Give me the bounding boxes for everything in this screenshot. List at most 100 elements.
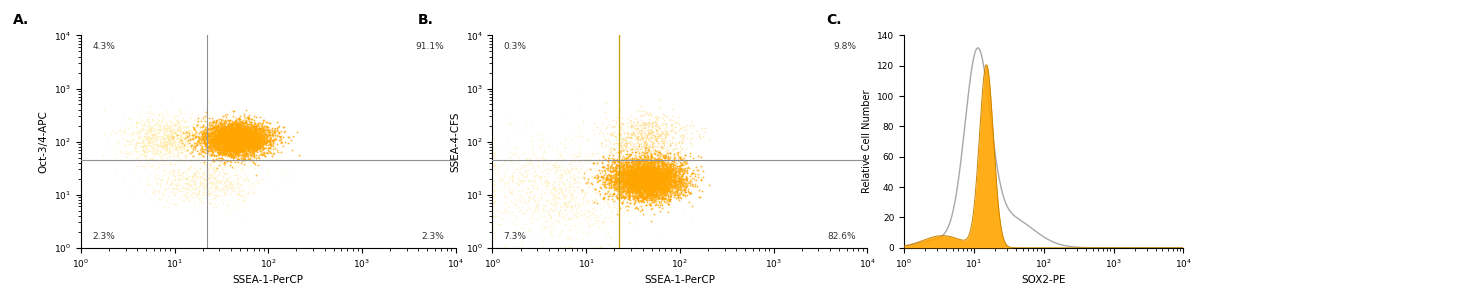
Point: [637, 148, 660, 153]
Point: [140, 136, 163, 141]
Point: [654, 171, 678, 176]
Point: [637, 130, 660, 134]
Point: [623, 180, 647, 185]
Point: [620, 176, 644, 180]
Point: [220, 137, 244, 142]
Point: [653, 169, 676, 173]
Point: [156, 139, 179, 143]
Point: [631, 199, 654, 204]
Point: [648, 156, 672, 161]
Point: [641, 171, 664, 176]
Point: [626, 182, 650, 187]
Point: [245, 130, 269, 135]
Point: [179, 135, 203, 140]
Point: [632, 184, 656, 189]
Point: [634, 164, 657, 169]
Point: [162, 150, 185, 154]
Point: [216, 188, 240, 193]
Point: [641, 194, 664, 199]
Point: [644, 176, 667, 181]
Point: [623, 196, 647, 200]
Point: [650, 202, 673, 206]
Point: [168, 125, 191, 130]
Point: [634, 132, 657, 136]
Point: [585, 179, 609, 184]
Point: [204, 140, 228, 145]
Point: [487, 177, 510, 182]
Point: [528, 175, 551, 180]
Point: [651, 188, 675, 193]
Point: [635, 181, 659, 186]
Point: [620, 178, 644, 182]
Point: [218, 135, 241, 140]
Point: [592, 180, 616, 185]
Point: [200, 122, 223, 127]
Point: [632, 181, 656, 186]
Point: [250, 122, 273, 127]
Point: [226, 139, 250, 144]
Point: [622, 185, 645, 190]
Point: [206, 133, 229, 137]
Point: [626, 187, 650, 191]
Point: [162, 157, 185, 162]
Point: [664, 179, 688, 184]
Point: [626, 158, 650, 163]
Point: [212, 132, 235, 137]
Point: [613, 140, 637, 145]
Point: [625, 163, 648, 167]
Point: [228, 186, 251, 191]
Point: [206, 138, 229, 143]
Point: [642, 165, 666, 169]
Point: [584, 187, 607, 192]
Point: [647, 185, 670, 189]
Point: [194, 171, 218, 176]
Point: [631, 185, 654, 189]
Point: [625, 176, 648, 181]
Point: [541, 166, 564, 171]
Point: [216, 137, 240, 142]
Point: [206, 148, 229, 153]
Point: [619, 185, 642, 190]
Point: [531, 155, 554, 160]
Point: [642, 172, 666, 176]
Point: [622, 167, 645, 172]
Point: [245, 140, 269, 144]
Point: [576, 179, 600, 184]
Point: [656, 159, 679, 164]
Point: [219, 124, 243, 129]
Point: [216, 138, 240, 142]
Point: [215, 141, 238, 145]
Point: [681, 131, 704, 135]
Point: [638, 193, 662, 198]
Point: [219, 131, 243, 136]
Point: [131, 126, 154, 130]
Point: [226, 160, 250, 165]
Point: [218, 132, 241, 137]
Point: [234, 129, 257, 134]
Point: [191, 134, 215, 139]
Point: [544, 200, 567, 205]
Point: [610, 173, 634, 178]
Point: [237, 135, 260, 140]
Point: [654, 180, 678, 185]
Point: [612, 183, 635, 188]
Point: [190, 146, 213, 151]
Point: [200, 143, 223, 148]
Point: [162, 153, 185, 157]
Point: [209, 179, 232, 184]
Point: [245, 134, 269, 139]
Point: [194, 129, 218, 134]
Point: [184, 191, 207, 195]
Point: [625, 186, 648, 191]
Point: [143, 122, 166, 127]
Point: [135, 148, 159, 153]
Point: [231, 133, 254, 138]
Point: [215, 128, 238, 132]
Point: [193, 115, 216, 120]
Point: [151, 147, 175, 152]
Point: [544, 199, 567, 204]
Point: [196, 140, 219, 144]
Point: [641, 170, 664, 175]
Point: [641, 196, 664, 201]
Point: [229, 128, 253, 132]
